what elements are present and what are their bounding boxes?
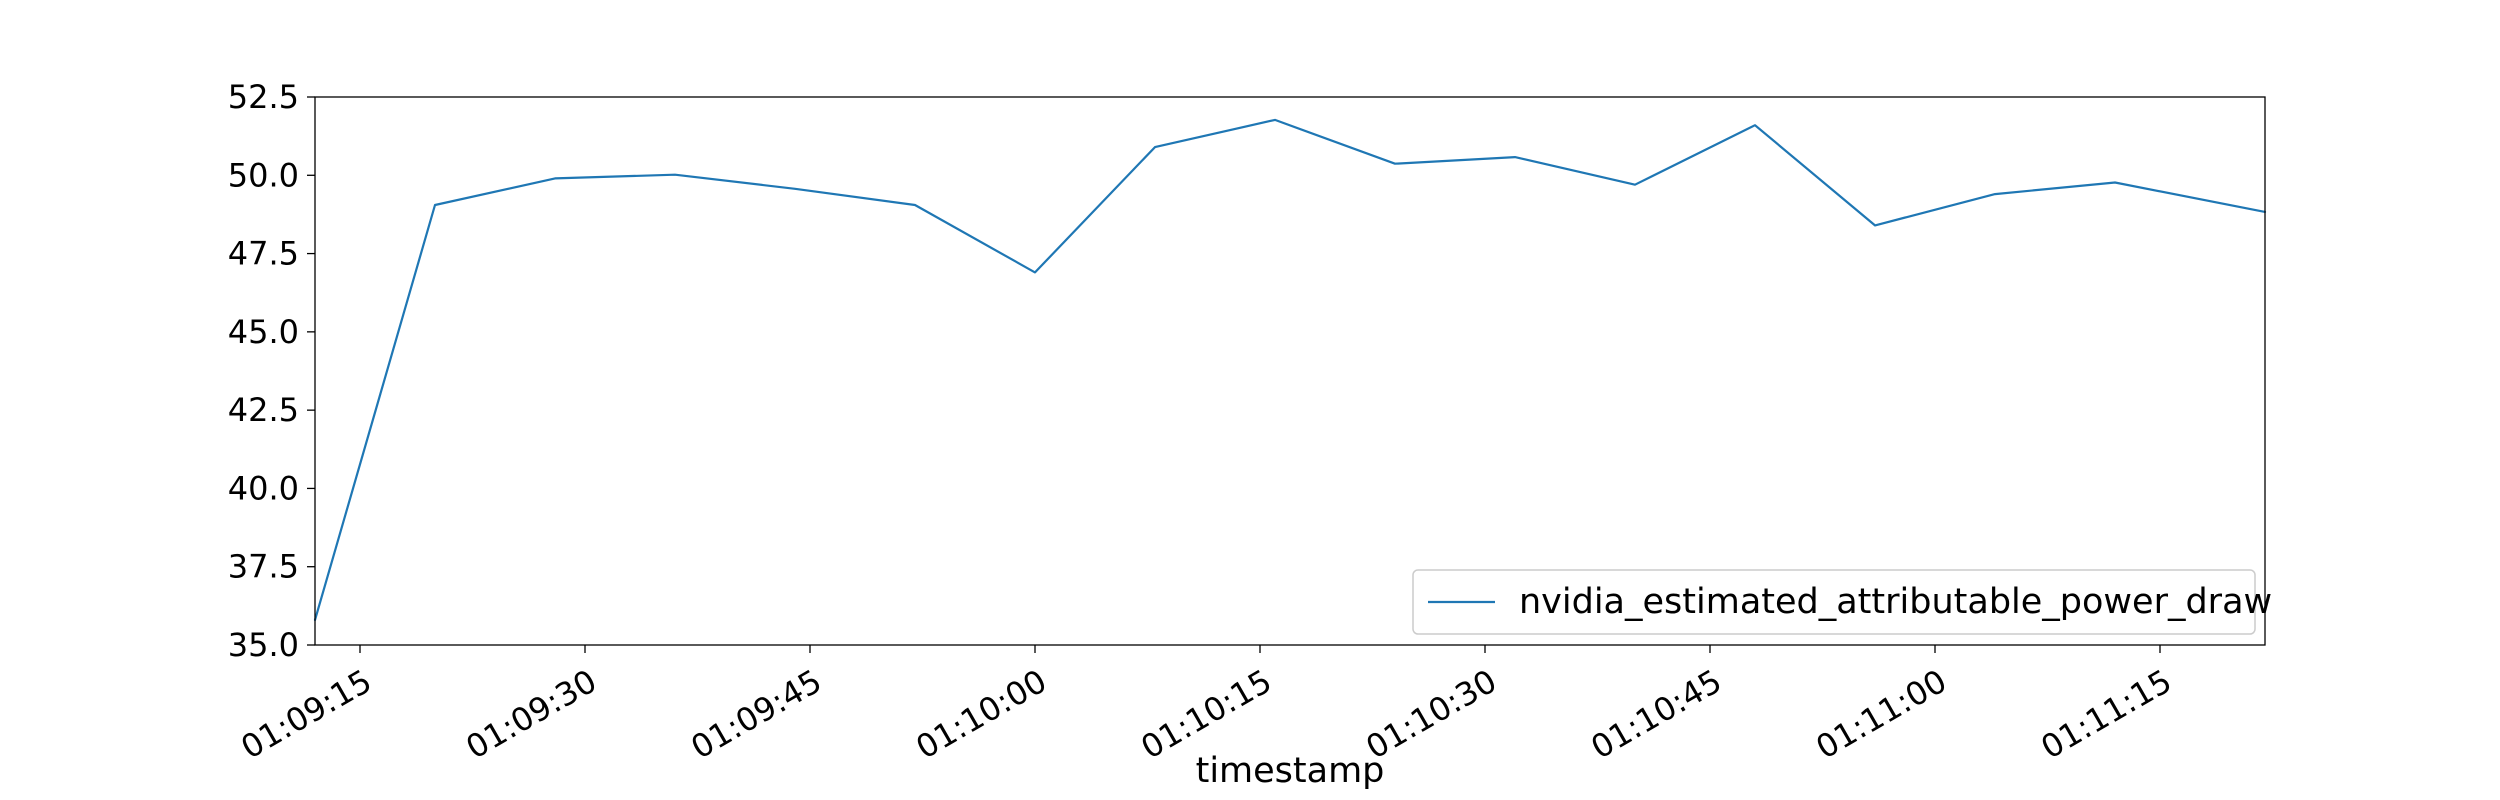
y-tick-label: 50.0	[228, 156, 299, 194]
y-tick-label: 45.0	[228, 313, 299, 351]
x-tick-label: 01:10:45	[1585, 662, 1728, 767]
x-axis: 01:09:15 01:09:30 01:09:45 01:10:00 01:10:15…	[235, 645, 2178, 767]
y-tick-label: 47.5	[228, 235, 299, 273]
x-tick-label: 01:09:45	[685, 662, 828, 767]
y-axis: 35.0 37.5 40.0 42.5 45.0 47.5 50.0 52.5	[228, 78, 315, 664]
x-tick-label: 01:11:15	[2035, 662, 2178, 767]
x-tick-label: 01:11:00	[1810, 662, 1953, 767]
y-tick-label: 35.0	[228, 626, 299, 664]
legend-box	[1412, 569, 2256, 635]
legend: nvidia_estimated_attributable_power_draw	[1412, 569, 2272, 635]
x-tick-label: 01:09:30	[460, 662, 603, 767]
y-tick-label: 52.5	[228, 78, 299, 116]
x-tick-label: 01:09:15	[235, 662, 378, 767]
legend-label: nvidia_estimated_attributable_power_draw	[1519, 582, 2272, 622]
x-axis-label: timestamp	[1196, 751, 1385, 791]
x-tick-label: 01:10:00	[910, 662, 1053, 767]
y-tick-label: 42.5	[228, 391, 299, 429]
series-line-power-draw	[313, 118, 2267, 621]
y-tick-label: 37.5	[228, 548, 299, 586]
plot-frame	[314, 96, 2266, 646]
y-tick-label: 40.0	[228, 469, 299, 507]
